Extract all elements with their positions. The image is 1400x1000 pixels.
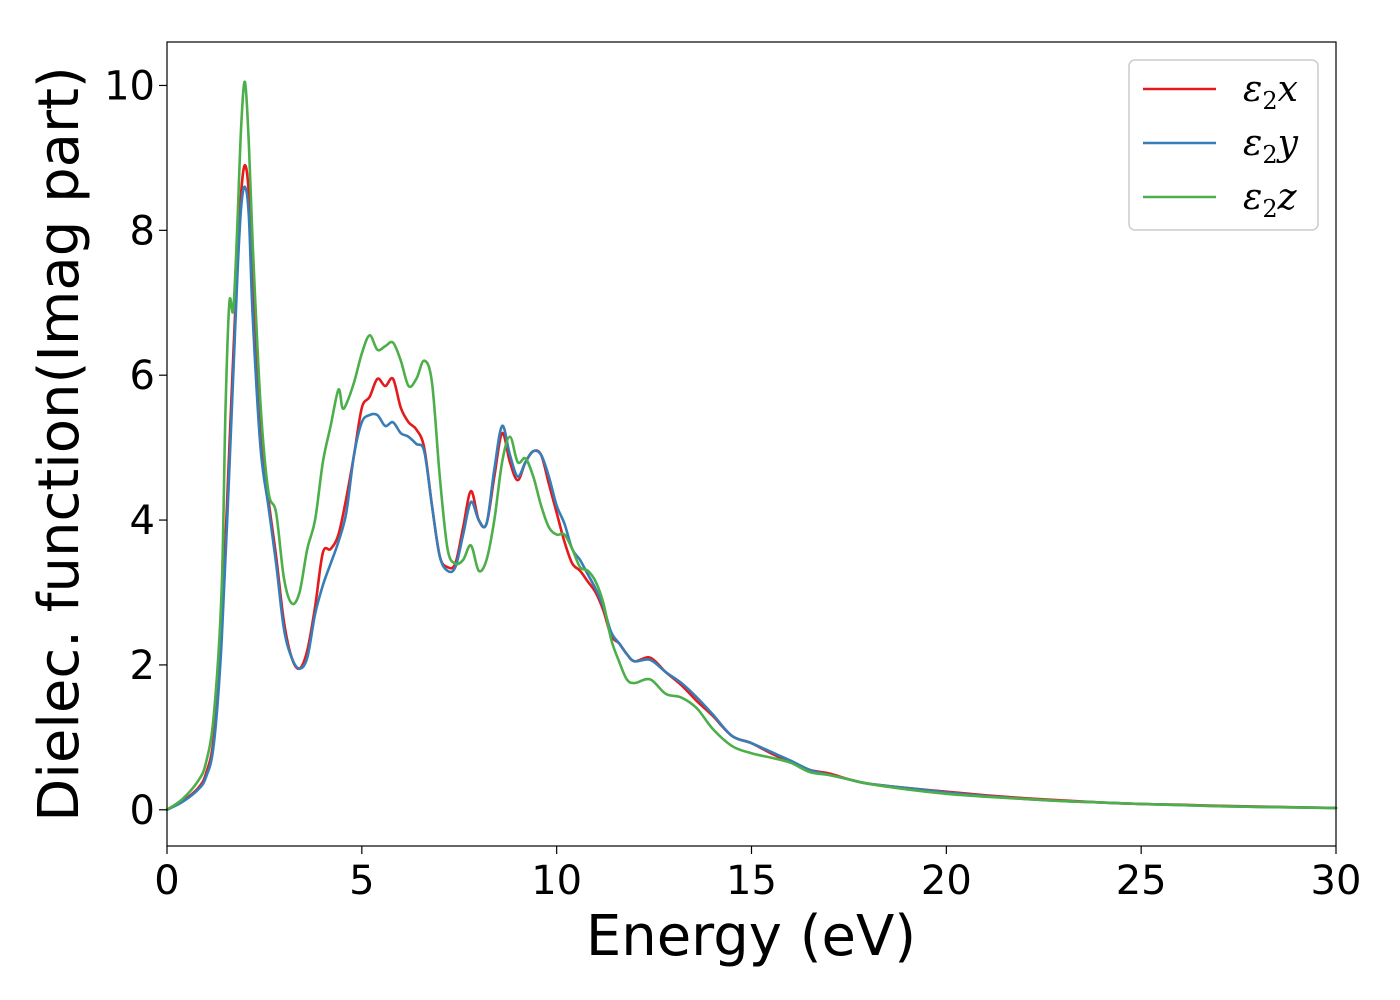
x-tick-label: 5 [349, 858, 374, 904]
y-axis-label: Dielec. function(Imag part) [27, 66, 92, 822]
legend-box [1128, 59, 1319, 231]
y-tick-label: 2 [130, 643, 155, 689]
legend-items: ε2x ε2y ε2z [1143, 69, 1299, 223]
series-line-z [165, 80, 1338, 812]
x-tick-label: 0 [154, 858, 179, 904]
x-tick-label: 10 [531, 858, 582, 904]
y-tick-label: 0 [130, 788, 155, 834]
x-tick-label: 30 [1311, 858, 1362, 904]
y-tick-label: 6 [130, 353, 155, 399]
x-tick-label: 20 [921, 858, 972, 904]
legend: ε2x ε2y ε2z [1128, 59, 1319, 231]
x-tick-label: 25 [1116, 858, 1167, 904]
x-axis: 0 5 10 15 20 25 30 [154, 846, 1361, 904]
y-tick-label: 8 [130, 208, 155, 254]
y-tick-label: 10 [104, 63, 155, 109]
legend-label-x: ε2x [1243, 69, 1298, 115]
legend-label-y: ε2y [1243, 123, 1299, 169]
x-tick-label: 15 [726, 858, 777, 904]
x-axis-label: Energy (eV) [586, 904, 916, 969]
y-axis: 0 2 4 6 8 10 [104, 63, 167, 834]
series-layer [165, 80, 1338, 812]
y-tick-label: 4 [130, 498, 155, 544]
legend-label-z: ε2z [1243, 177, 1298, 223]
